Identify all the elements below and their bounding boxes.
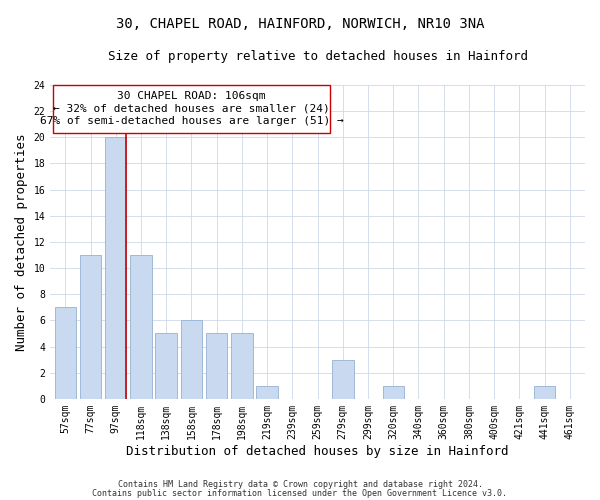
Bar (332, 360, 353, 399)
FancyBboxPatch shape (53, 85, 330, 134)
Y-axis label: Number of detached properties: Number of detached properties (15, 133, 28, 350)
Bar (534, 386, 556, 399)
Bar (231, 334, 253, 399)
X-axis label: Distribution of detached houses by size in Hainford: Distribution of detached houses by size … (127, 444, 509, 458)
Bar (130, 255, 152, 399)
Text: Contains HM Land Registry data © Crown copyright and database right 2024.: Contains HM Land Registry data © Crown c… (118, 480, 482, 489)
Bar (181, 320, 202, 399)
Text: 30, CHAPEL ROAD, HAINFORD, NORWICH, NR10 3NA: 30, CHAPEL ROAD, HAINFORD, NORWICH, NR10… (116, 18, 484, 32)
Bar (155, 334, 177, 399)
Title: Size of property relative to detached houses in Hainford: Size of property relative to detached ho… (107, 50, 527, 63)
Text: 67% of semi-detached houses are larger (51) →: 67% of semi-detached houses are larger (… (40, 116, 343, 126)
Bar (256, 386, 278, 399)
Text: ← 32% of detached houses are smaller (24): ← 32% of detached houses are smaller (24… (53, 104, 330, 114)
Bar (383, 386, 404, 399)
Text: 30 CHAPEL ROAD: 106sqm: 30 CHAPEL ROAD: 106sqm (117, 91, 266, 101)
Bar (80, 255, 101, 399)
Text: Contains public sector information licensed under the Open Government Licence v3: Contains public sector information licen… (92, 488, 508, 498)
Bar (105, 138, 127, 399)
Bar (206, 334, 227, 399)
Bar (55, 308, 76, 399)
